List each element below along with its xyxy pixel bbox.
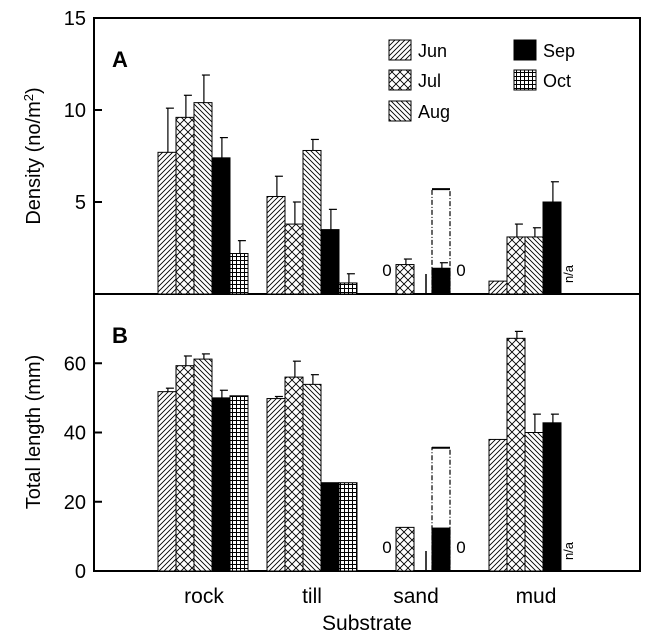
x-tick-label-rock: rock [184,585,224,608]
x-tick-label-mud: mud [516,585,557,608]
bar-aug-mud [524,236,544,295]
bar-jul-mud [506,236,526,295]
bar-sep-rock [211,397,231,572]
annotation-zero: 0 [382,261,391,280]
sand-dashed-bar [431,447,451,572]
bar-jul-till [284,376,304,572]
y-tick-label: 0 [75,561,86,583]
bar-jul-rock [175,116,195,295]
x-axis-label: Substrate [322,612,412,635]
bar-sep-rock [211,157,231,295]
bar-oct-rock [229,253,249,295]
bar-sep-mud [542,422,562,572]
bar-jul-mud [506,337,526,572]
bar-jul-rock [175,365,195,572]
bar-aug-mud [524,432,544,572]
bar-aug-rock [193,102,213,295]
bar-oct-rock [229,395,249,572]
annotation-zero: 0 [382,538,391,557]
annotation-zero: 0 [456,261,465,280]
sand-dashed-bar [431,188,451,295]
legend-swatch-jun [388,39,412,61]
bar-aug-till [302,383,322,572]
panel-a-label: A [112,47,128,72]
legend-label-aug: Aug [418,102,450,122]
legend-swatch-aug [388,100,412,122]
bar-oct-till [338,482,358,572]
bar-sep-mud [542,201,562,295]
legend-label-oct: Oct [543,71,571,91]
bar-sep-sand [431,527,451,572]
chart-marks: 5 10 15 0 0 n/a 0 20 40 60 0 0 n/a rock till sand mud Jun… [64,8,576,608]
annotation-na: n/a [561,264,576,283]
bar-jul-till [284,223,304,295]
panel-a-ylabel: Density (no/m2) [21,87,46,224]
bar-jun-mud [488,438,508,572]
panel-b-ylabel: Total length (mm) [23,355,45,510]
bar-sep-till [320,229,340,295]
bar-jun-mud [488,280,508,295]
y-tick-label: 15 [64,8,86,30]
legend-label-jun: Jun [418,41,447,61]
legend-label-jul: Jul [418,71,441,91]
bar-jun-rock [157,151,177,295]
x-tick-label-sand: sand [393,585,439,608]
y-tick-label: 20 [64,492,86,514]
bar-jun-till [266,195,286,295]
bar-sep-sand [431,267,451,295]
legend-label-sep: Sep [543,41,575,61]
bar-jun-rock [157,391,177,572]
annotation-na: n/a [561,541,576,560]
y-tick-label: 60 [64,353,86,375]
bar-jul-sand [395,264,415,295]
x-tick-label-till: till [302,585,322,608]
y-tick-label: 40 [64,423,86,445]
legend-swatch-oct [513,69,537,91]
y-tick-label: 5 [75,192,86,214]
bar-oct-till [338,282,358,295]
panel-b-label: B [112,323,128,348]
legend-swatch-sep [513,39,537,61]
annotation-zero: 0 [456,538,465,557]
bar-sep-till [320,482,340,572]
bar-aug-rock [193,358,213,572]
bar-aug-till [302,149,322,295]
legend-swatch-jul [388,69,412,91]
bar-jul-sand [395,526,415,572]
y-tick-label: 10 [64,100,86,122]
bar-jun-till [266,398,286,572]
